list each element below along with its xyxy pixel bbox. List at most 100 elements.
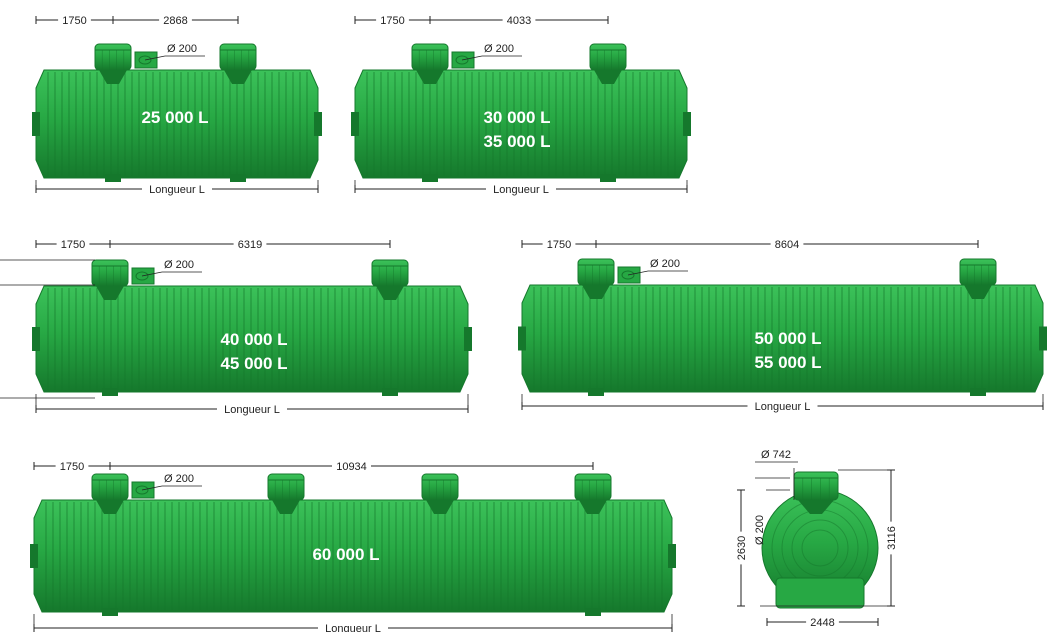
tank-3-pipe-label: Ø 200	[650, 258, 680, 270]
tank-4-length-dim-label: Longueur L	[325, 623, 381, 632]
tank-4-access-turret-body	[91, 473, 129, 501]
tank-4-inspection-turret-neck	[579, 500, 607, 514]
tank-4-capacity-0: 60 000 L	[312, 545, 379, 564]
tank-2-length-dim-label: Longueur L	[224, 404, 280, 416]
tank-0-foot-0	[105, 174, 121, 182]
tank-3-access-turret-neck	[582, 285, 610, 299]
tank-1-access-turret-body	[411, 43, 449, 71]
tank-2-pipe-label: Ø 200	[164, 259, 194, 271]
tank-1-access-turret	[411, 43, 449, 84]
tank-1-foot-1	[600, 174, 616, 182]
tank-0-inspection-turret-neck	[224, 70, 252, 84]
tank-3-access-turret-body	[577, 258, 615, 286]
end-view-base	[775, 577, 865, 609]
tank-3-offset-dim-label: 1750	[547, 239, 571, 251]
tank-2-inlet-pipe	[135, 271, 149, 281]
tank-1-inspection-turret	[589, 43, 627, 84]
tank-2-inspection-turret-body	[371, 259, 409, 287]
tank-4-mid-turret-b-body	[421, 473, 459, 501]
tank-2-inspection-turret-neck	[376, 286, 404, 300]
tank-0-end-cap-left	[32, 112, 40, 136]
tank-4-end-cap-left	[30, 544, 38, 568]
tank-3-body	[518, 284, 1047, 396]
tank-0-end-cap-right	[314, 112, 322, 136]
tank-3-spacing-dim-label: 8604	[775, 239, 799, 251]
tank-1-inlet-pipe	[455, 55, 469, 65]
tank-0-pipe-label: Ø 200	[167, 43, 197, 55]
tank-2-spacing-dim-label: 6319	[238, 239, 262, 251]
tank-4-mid-turret-b-neck	[426, 500, 454, 514]
tank-1-offset-dim-label: 1750	[380, 15, 404, 27]
tank-4-mid-turret-a-neck	[272, 500, 300, 514]
tank-4-pipe-leader	[141, 485, 163, 491]
end-view-total-height-label: 3116	[886, 526, 898, 550]
tank-4-foot-1	[585, 608, 601, 616]
tank-2-offset-dim-label: 1750	[61, 239, 85, 251]
tank-3-foot-1	[970, 388, 986, 396]
tank-4-end-cap-right	[668, 544, 676, 568]
end-view-manhole-neck	[798, 500, 834, 514]
tank-2-foot-1	[382, 388, 398, 396]
end-view-width-label: 2448	[810, 617, 834, 629]
tank-2-foot-0	[102, 388, 118, 396]
tank-1-foot-0	[422, 174, 438, 182]
tank-2-access-turret-neck	[96, 286, 124, 300]
tank-4-side-view: Ø 200 1750 10934 Longueur L 60 000 L	[30, 461, 676, 632]
tank-0-capacity-0: 25 000 L	[141, 108, 208, 127]
tank-2-side-view: Ø 200 1750 6319 Longueur L 40 000 L 45 000 L	[32, 239, 472, 416]
tank-0-length-dim-label: Longueur L	[149, 184, 205, 196]
tank-3-inspection-turret-neck	[964, 285, 992, 299]
end-view-manhole	[793, 471, 839, 514]
end-view-ring	[791, 519, 849, 577]
tank-2-end-cap-right	[464, 327, 472, 351]
tank-0-foot-1	[230, 174, 246, 182]
tank-2-inspection-turret	[371, 259, 409, 300]
tank-4-inspection-turret-body	[574, 473, 612, 501]
tank-1-pipe-leader	[461, 55, 483, 61]
tank-4-spacing-dim-label: 10934	[336, 461, 367, 473]
tank-4-offset-dim-label: 1750	[60, 461, 84, 473]
tank-2-access-turret-body	[91, 259, 129, 287]
tank-1-end-cap-left	[351, 112, 359, 136]
tank-3-capacity-1: 55 000 L	[754, 353, 821, 372]
tank-3-pipe-leader	[627, 270, 649, 276]
tank-4-mid-turret-a	[267, 473, 305, 514]
tank-0-pipe-leader	[144, 55, 166, 61]
tank-1-capacity-1: 35 000 L	[483, 132, 550, 151]
tank-1-pipe-label: Ø 200	[484, 43, 514, 55]
tank-4-mid-turret-a-body	[267, 473, 305, 501]
tank-1-inspection-turret-body	[589, 43, 627, 71]
tank-1-capacity-0: 30 000 L	[483, 108, 550, 127]
end-view-pipe-label: Ø 200	[754, 515, 766, 545]
tank-4-foot-0	[102, 608, 118, 616]
tank-4-inlet-pipe	[135, 485, 149, 495]
tank-2-body	[32, 285, 472, 396]
tank-3-end-cap-right	[1039, 326, 1047, 351]
tank-1-length-dim-label: Longueur L	[493, 184, 549, 196]
tank-2-capacity-1: 45 000 L	[220, 354, 287, 373]
tank-0-side-view: Ø 200 1750 2868 Longueur L 25 000 L	[32, 15, 322, 196]
tank-1-side-view: Ø 200 1750 4033 Longueur L 30 000 L 35 000 L	[351, 15, 691, 196]
tank-1-body	[351, 69, 691, 182]
tank-1-access-turret-neck	[416, 70, 444, 84]
tank-2-access-turret	[91, 259, 129, 300]
tank-0-body	[32, 69, 322, 182]
tank-1-spacing-dim-label: 4033	[507, 15, 531, 27]
tank-0-offset-dim-label: 1750	[62, 15, 86, 27]
tank-3-end-cap-left	[518, 326, 526, 351]
tank-4-pipe-label: Ø 200	[164, 473, 194, 485]
tank-end-view: Ø 742 Ø 200 2630 3116 2448	[736, 449, 898, 629]
tank-2-capacity-0: 40 000 L	[220, 330, 287, 349]
end-view-inlet-height-label: 2630	[736, 536, 748, 560]
tank-3-inspection-turret-body	[959, 258, 997, 286]
tank-3-capacity-0: 50 000 L	[754, 329, 821, 348]
tank-4-mid-turret-b	[421, 473, 459, 514]
tank-4-inspection-turret	[574, 473, 612, 514]
tank-3-inlet-pipe	[621, 270, 635, 280]
tank-0-inspection-turret-body	[219, 43, 257, 71]
tank-3-side-view: Ø 200 1750 8604 Longueur L 50 000 L 55 000 L	[518, 239, 1047, 413]
tank-1-inspection-turret-neck	[594, 70, 622, 84]
end-view-manhole-label: Ø 742	[761, 449, 791, 461]
tank-4-body	[30, 499, 676, 616]
